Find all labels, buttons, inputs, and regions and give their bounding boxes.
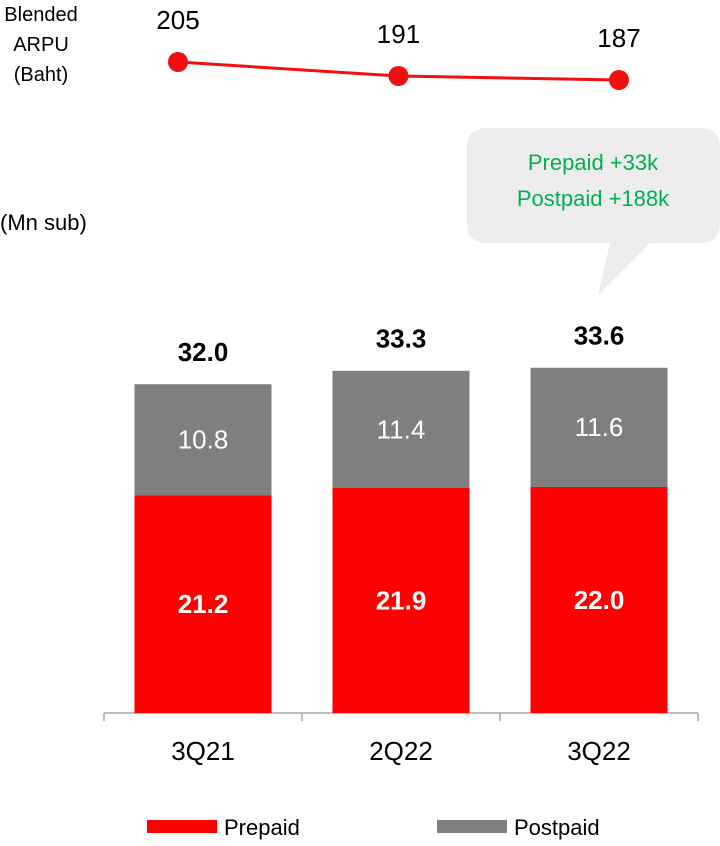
line-value-label: 191 — [377, 19, 420, 49]
bar-segment — [134, 495, 272, 713]
bar-segment — [530, 486, 668, 713]
x-tick-label: 3Q21 — [171, 736, 235, 766]
bar-segment — [332, 370, 470, 488]
bar-value-label: 11.4 — [377, 414, 426, 444]
bar-segment — [332, 487, 470, 713]
bar-segment — [530, 367, 668, 487]
bar-value-label: 10.8 — [178, 425, 229, 455]
line-value-label: 205 — [156, 5, 199, 35]
legend-swatch — [147, 820, 217, 833]
bar-value-label: 21.9 — [376, 585, 427, 615]
bar-value-label: 11.6 — [575, 412, 624, 442]
bar-value-label: 21.2 — [178, 589, 229, 619]
bar-segment — [134, 384, 272, 496]
legend-label: Postpaid — [514, 815, 600, 840]
total-label: 33.3 — [376, 324, 427, 354]
legend-swatch — [437, 820, 507, 833]
legend-label: Prepaid — [224, 815, 300, 840]
line-point — [609, 70, 629, 90]
callout-bubble — [467, 128, 720, 295]
line-point — [388, 66, 409, 86]
callout-text: Postpaid +188k — [517, 186, 670, 211]
unit-label: (Mn sub) — [0, 210, 87, 235]
x-tick-label: 2Q22 — [369, 736, 433, 766]
line-point — [168, 52, 188, 72]
line-value-label: 187 — [597, 23, 640, 53]
x-tick-label: 3Q22 — [567, 736, 631, 766]
callout-text: Prepaid +33k — [528, 150, 659, 175]
bar-value-label: 22.0 — [574, 585, 625, 615]
total-label: 32.0 — [178, 337, 229, 367]
total-label: 33.6 — [574, 321, 625, 351]
line-series-label: Blended ARPU (Baht) — [4, 4, 78, 86]
